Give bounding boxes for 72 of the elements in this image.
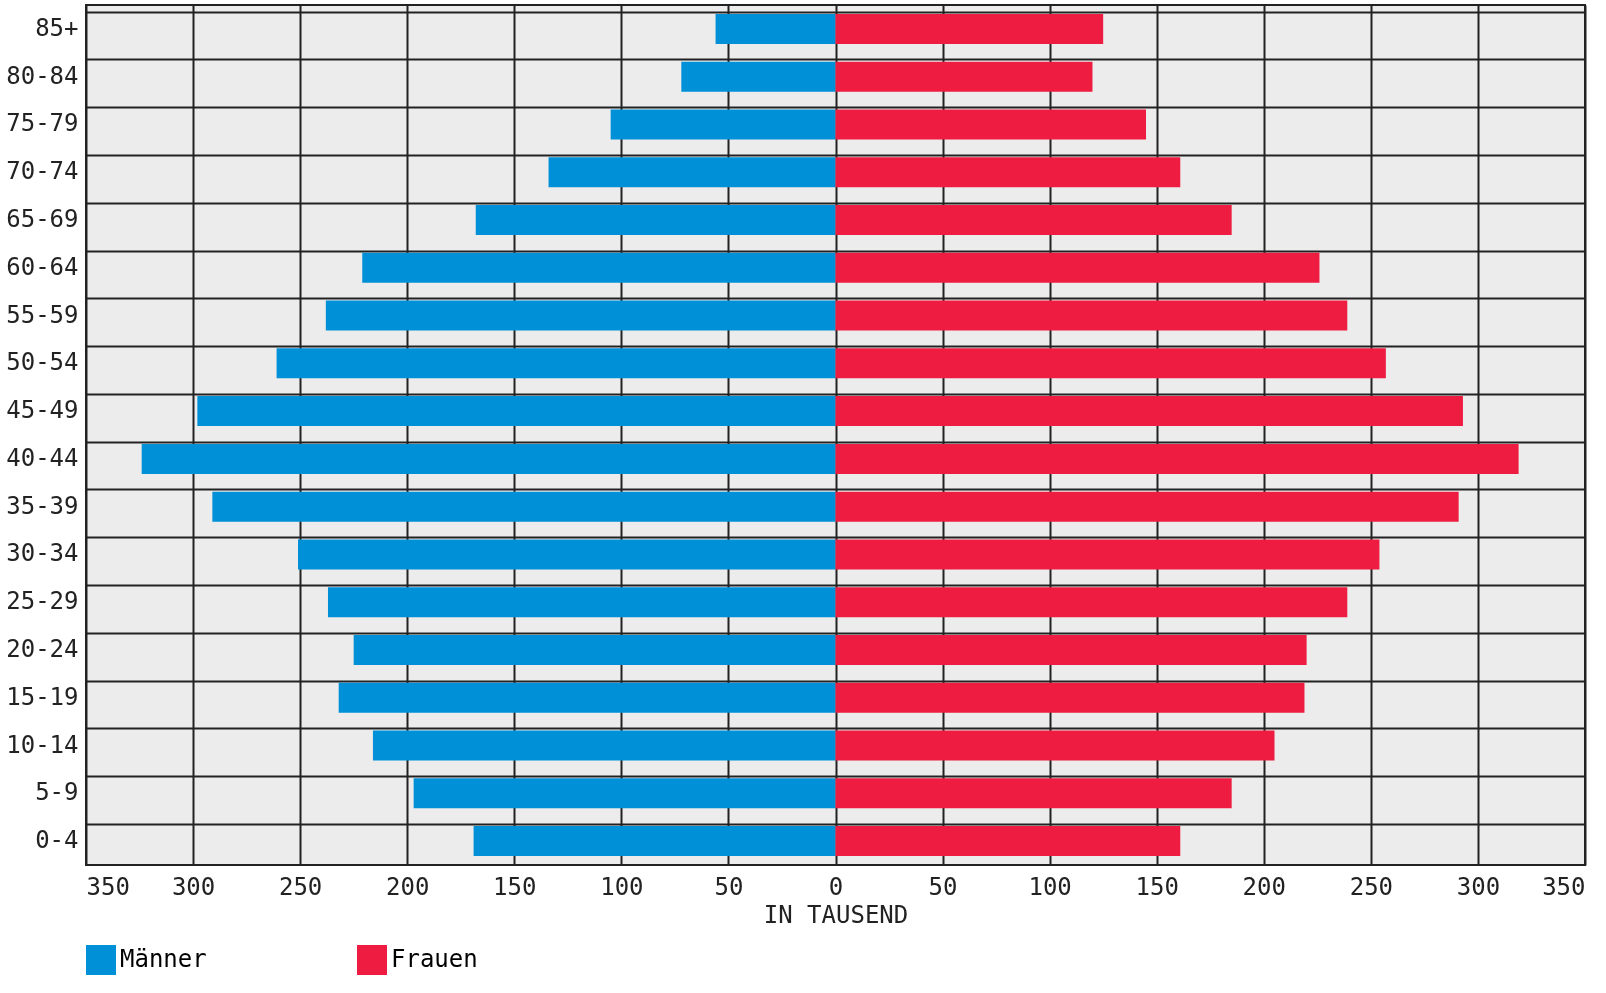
y-tick-label: 40-44: [6, 443, 79, 472]
bar: [413, 778, 836, 809]
bar: [141, 443, 836, 474]
y-tick-label: 25-29: [6, 587, 79, 616]
bar: [835, 682, 1305, 713]
bar: [835, 13, 1104, 44]
bar: [715, 13, 836, 44]
x-tick-label: 250: [278, 872, 323, 901]
bar: [327, 587, 836, 618]
y-tick-label: 50-54: [6, 348, 79, 377]
bar: [835, 396, 1463, 427]
bar: [681, 61, 836, 92]
y-tick-label: 55-59: [6, 300, 79, 329]
bar: [835, 205, 1232, 235]
bar: [610, 109, 836, 140]
y-tick-label: 65-69: [6, 205, 79, 233]
y-tick-label: 45-49: [6, 396, 79, 425]
y-tick-label: 80-84: [6, 61, 79, 90]
bar: [475, 205, 836, 235]
bar: [835, 252, 1320, 283]
bar: [835, 109, 1147, 140]
bar: [835, 300, 1348, 331]
bar: [212, 491, 836, 522]
x-tick-label: 0: [828, 872, 844, 901]
x-tick-label: 350: [86, 872, 130, 901]
bar: [325, 300, 836, 331]
y-tick-label: 75-79: [6, 109, 79, 138]
bar: [362, 252, 836, 283]
bar: [835, 157, 1181, 188]
x-tick-label: 300: [1456, 872, 1501, 901]
bar: [835, 635, 1307, 665]
bar: [835, 539, 1380, 570]
y-tick-label: 30-34: [6, 539, 79, 568]
x-tick-label: 250: [1349, 872, 1394, 901]
y-tick-label: 35-39: [6, 491, 79, 520]
legend-label: Männer: [120, 945, 207, 973]
x-tick-label: 150: [493, 872, 537, 901]
bar: [338, 682, 836, 713]
bar: [835, 826, 1181, 857]
bar: [835, 730, 1275, 761]
bar: [835, 61, 1093, 92]
bar: [548, 157, 836, 188]
x-tick-label: 200: [386, 872, 430, 901]
bar: [473, 826, 836, 857]
bar: [835, 778, 1232, 809]
y-tick-label: 60-64: [6, 252, 79, 281]
x-tick-label: 200: [1242, 872, 1286, 901]
y-tick-label: 20-24: [6, 635, 79, 663]
x-tick-label: 50: [928, 872, 958, 901]
legend-label: Frauen: [391, 945, 478, 973]
x-tick-label: 50: [714, 872, 744, 901]
y-tick-label: 70-74: [6, 157, 79, 186]
y-tick-label: 0-4: [35, 826, 79, 855]
bar: [298, 539, 836, 570]
y-tick-label: 15-19: [6, 682, 79, 711]
bar: [372, 730, 836, 761]
x-tick-label: 100: [600, 872, 644, 901]
x-tick-label: 350: [1542, 872, 1586, 901]
x-tick-label: 100: [1028, 872, 1072, 901]
bar: [197, 396, 836, 427]
y-tick-label: 5-9: [35, 778, 79, 807]
x-tick-label: 300: [171, 872, 216, 901]
bar: [353, 635, 836, 665]
bar: [835, 348, 1386, 379]
x-axis-title: IN TAUSEND: [763, 900, 909, 929]
bar: [835, 587, 1348, 618]
bar: [835, 491, 1459, 522]
y-tick-label: 10-14: [6, 730, 79, 759]
bar: [276, 348, 836, 379]
y-tick-label: 85+: [35, 13, 79, 42]
bar: [835, 443, 1519, 474]
x-tick-label: 150: [1135, 872, 1179, 901]
